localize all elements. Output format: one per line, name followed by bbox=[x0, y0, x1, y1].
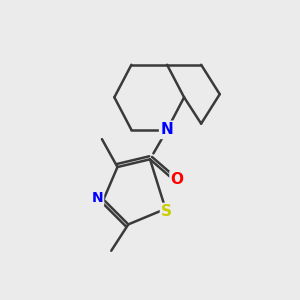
Text: N: N bbox=[92, 191, 103, 205]
Text: O: O bbox=[170, 172, 184, 187]
Text: N: N bbox=[161, 122, 173, 137]
Text: S: S bbox=[161, 204, 172, 219]
